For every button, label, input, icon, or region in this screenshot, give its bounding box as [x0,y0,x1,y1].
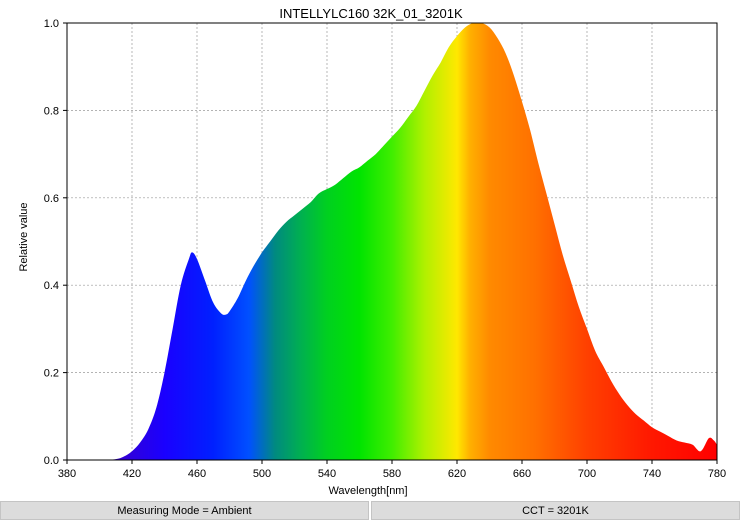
axis-ticks: 380 420 460 500 540 580 620 660 700 740 780 0.0 0.2 0… [44,18,726,480]
x-tick-label: 420 [123,468,141,480]
cct-status: CCT = 3201K [371,501,740,520]
y-tick-label: 0.4 [44,280,59,292]
x-tick-label: 540 [318,468,336,480]
y-axis-label: Relative value [18,202,30,271]
x-tick-label: 460 [188,468,206,480]
spectrum-chart: 380 420 460 500 540 580 620 660 700 740 780 0.0 0.2 0… [18,6,726,497]
x-tick-label: 580 [383,468,401,480]
x-tick-label: 700 [578,468,596,480]
measuring-mode-status: Measuring Mode = Ambient [0,501,369,520]
y-tick-label: 1.0 [44,18,59,30]
y-tick-label: 0.6 [44,193,59,205]
status-bar: Measuring Mode = Ambient CCT = 3201K [0,500,740,521]
chart-title: INTELLYLC160 32K_01_3201K [279,6,463,21]
x-tick-label: 780 [708,468,726,480]
spectrum-area [67,23,717,460]
y-tick-label: 0.8 [44,105,59,117]
x-tick-label: 660 [513,468,531,480]
y-tick-label: 0.0 [44,455,59,467]
x-axis-label: Wavelength[nm] [328,485,407,497]
x-tick-label: 740 [643,468,661,480]
x-tick-label: 620 [448,468,466,480]
x-tick-label: 380 [58,468,76,480]
x-tick-label: 500 [253,468,271,480]
y-tick-label: 0.2 [44,368,59,380]
